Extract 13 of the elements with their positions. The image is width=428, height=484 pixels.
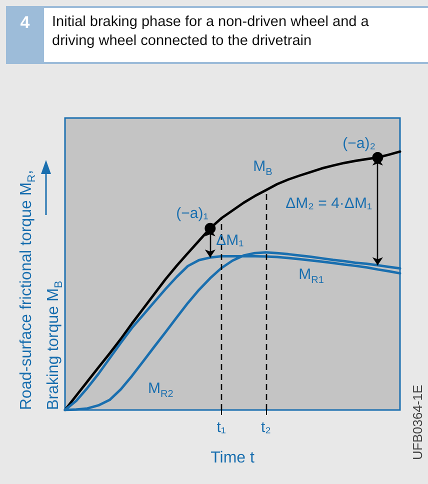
chart-title: Initial braking phase for a non-driven wheel and a driving wheel connected to the drivetrain [51,13,370,51]
annotation: ΔM₁ [216,232,244,250]
series-label: M$_{R1}$ [298,266,324,288]
x-axis-title: Time t [210,450,255,466]
x-tick-label: t₁ [216,419,226,436]
text: UFB0364-1E [410,384,425,460]
text: 4 [6,8,44,62]
text: (−a)₂ [342,134,376,152]
series-label: M$_{B}$ [253,158,272,180]
series-label: M$_{R2}$ [148,380,174,402]
annotation: (−a)₁ [176,205,208,222]
x-tick-label: t₂ [261,419,272,436]
annotation: ΔM₂ = 4·ΔM₁ [286,194,372,212]
